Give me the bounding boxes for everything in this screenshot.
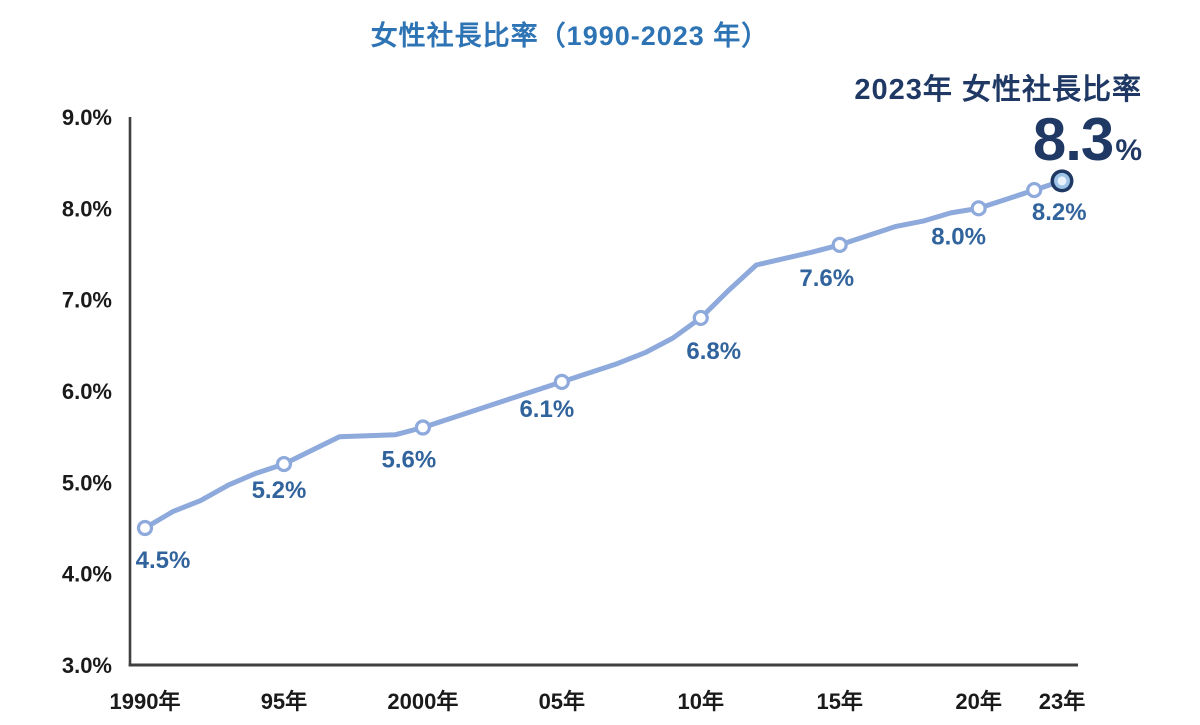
callout-heading: 2023年 女性社長比率	[854, 74, 1142, 106]
data-label-2010: 6.8%	[686, 338, 741, 365]
data-point-marker-2000	[414, 419, 431, 436]
callout-2023: 2023年 女性社長比率 8.3%	[854, 66, 1142, 170]
y-tick-label-9.0%: 9.0%	[62, 105, 112, 130]
callout-value-row: 8.3%	[854, 110, 1142, 170]
data-label-1995: 5.2%	[252, 477, 307, 504]
highlight-marker-core-2023	[1057, 176, 1067, 186]
chart-title: 女性社長比率（1990-2023 年）	[370, 21, 770, 51]
callout-unit: %	[1115, 134, 1142, 167]
y-tick-label-6.0%: 6.0%	[62, 379, 112, 404]
data-point-marker-1990	[136, 519, 154, 537]
x-tick-label-1995: 95年	[261, 689, 307, 714]
x-tick-label-1990: 1990年	[110, 689, 181, 714]
x-tick-label-2015: 15年	[816, 689, 862, 714]
data-point-marker-2015	[831, 236, 848, 253]
y-tick-label-3.0%: 3.0%	[62, 653, 112, 678]
y-tick-label-7.0%: 7.0%	[62, 288, 112, 313]
x-tick-label-2020: 20年	[955, 689, 1001, 714]
y-tick-label-5.0%: 5.0%	[62, 470, 112, 495]
x-tick-label-2010: 10年	[678, 689, 724, 714]
y-tick-label-4.0%: 4.0%	[62, 562, 112, 587]
data-point-marker-2020	[970, 200, 987, 217]
data-label-2015: 7.6%	[799, 265, 854, 292]
data-label-2020: 8.0%	[931, 223, 986, 250]
data-point-marker-2010	[692, 309, 709, 327]
x-tick-label-2000: 2000年	[387, 689, 458, 714]
callout-value: 8.3	[1032, 106, 1114, 173]
data-point-marker-2005	[553, 373, 570, 390]
x-tick-label-2005: 05年	[539, 689, 585, 714]
x-tick-label-2023: 23年	[1039, 689, 1085, 714]
data-point-marker-1995	[275, 455, 293, 473]
data-label-2000: 5.6%	[382, 447, 437, 474]
data-label-2005: 6.1%	[519, 396, 574, 423]
data-label-2022: 8.2%	[1032, 199, 1087, 226]
line-series	[142, 178, 1065, 531]
data-label-1990: 4.5%	[136, 547, 191, 574]
y-tick-label-8.0%: 8.0%	[62, 196, 112, 221]
data-point-marker-2022	[1026, 181, 1043, 199]
